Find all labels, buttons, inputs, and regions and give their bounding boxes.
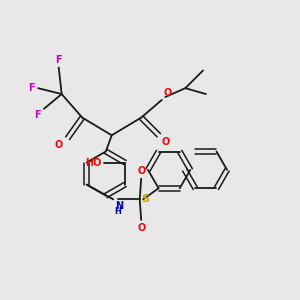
Text: O: O	[162, 137, 170, 147]
Text: H: H	[115, 207, 122, 216]
Text: N: N	[115, 201, 123, 211]
Text: HO: HO	[85, 158, 101, 167]
Text: F: F	[56, 55, 62, 64]
Text: O: O	[137, 166, 145, 176]
Text: S: S	[141, 194, 149, 204]
Text: O: O	[137, 223, 145, 233]
Text: F: F	[28, 83, 35, 93]
Text: O: O	[163, 88, 172, 98]
Text: O: O	[55, 140, 63, 150]
Text: F: F	[34, 110, 41, 120]
